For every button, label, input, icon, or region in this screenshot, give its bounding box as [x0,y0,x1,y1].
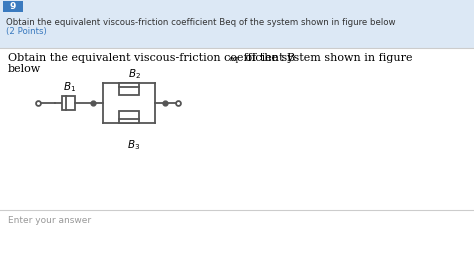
Bar [3,1,23,12]
Text: Obtain the equivalent viscous-friction coefficient Beq of the system shown in fi: Obtain the equivalent viscous-friction c… [6,18,395,27]
Text: Enter your answer: Enter your answer [8,216,91,225]
Bar [0,210,474,258]
Text: below: below [8,63,41,74]
Text: 9: 9 [10,2,16,11]
Bar [119,83,139,95]
Bar [62,96,75,110]
Bar [0,48,474,210]
Bar [0,0,474,48]
Text: Obtain the equivalent viscous-friction coefficient B: Obtain the equivalent viscous-friction c… [8,53,295,63]
Text: $B_1$: $B_1$ [63,80,76,94]
Bar [119,111,139,123]
Text: eq: eq [229,55,239,63]
Text: $B_3$: $B_3$ [128,138,141,152]
Text: of the system shown in figure: of the system shown in figure [242,53,412,63]
Text: (2 Points): (2 Points) [6,27,47,36]
Text: $B_2$: $B_2$ [128,67,140,81]
